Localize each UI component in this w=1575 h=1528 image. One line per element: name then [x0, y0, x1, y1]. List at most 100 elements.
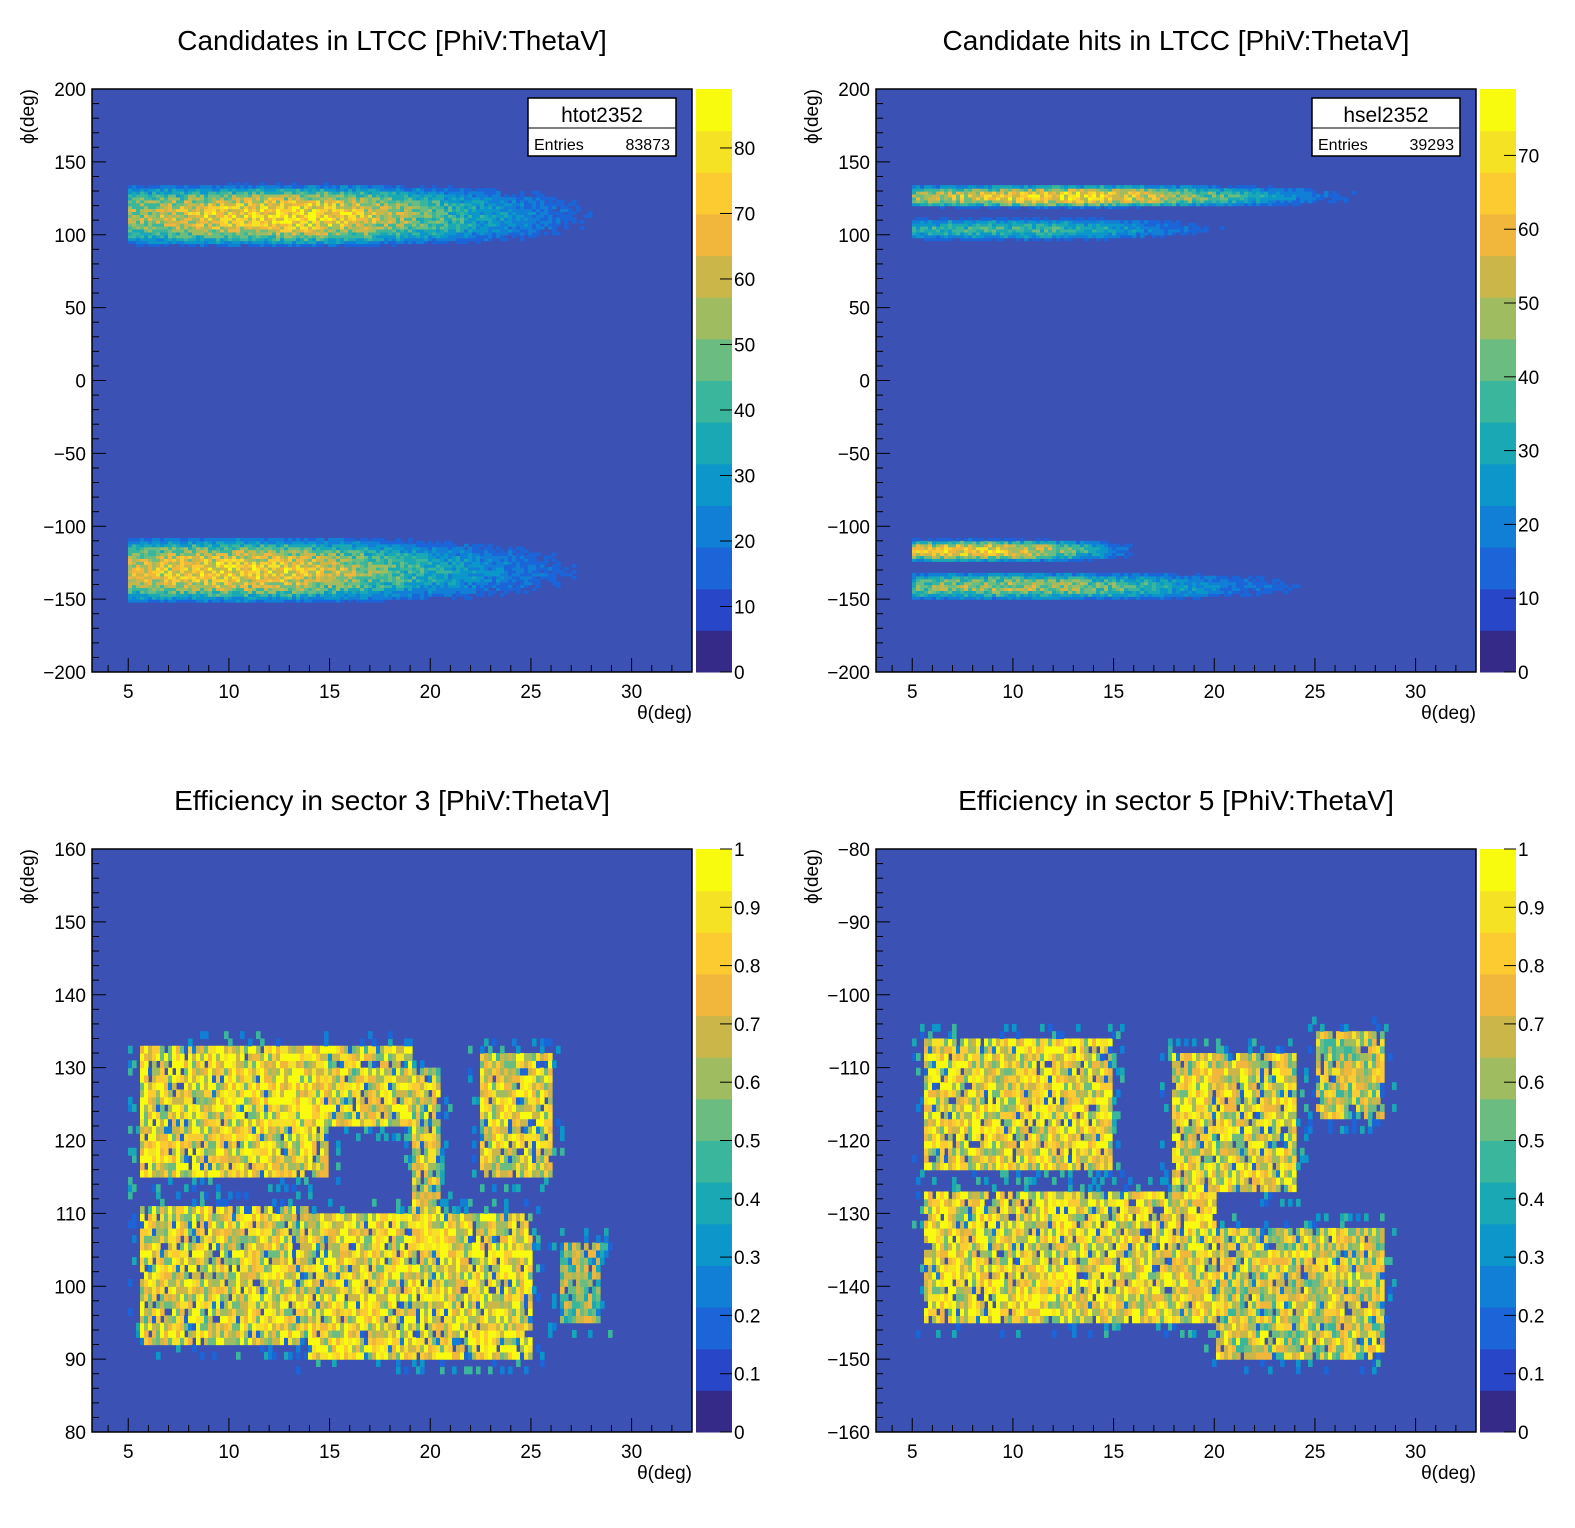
heatmap-cell	[132, 546, 137, 551]
heatmap-cell	[136, 543, 141, 548]
heatmap-cell	[208, 540, 213, 545]
heatmap-cell	[336, 217, 341, 221]
heatmap-cell	[140, 561, 145, 565]
heatmap-cell	[456, 237, 461, 242]
heatmap-cell	[376, 590, 381, 594]
heatmap-cell	[544, 196, 549, 201]
heatmap-cell	[464, 596, 469, 600]
heatmap-cell	[236, 234, 241, 239]
heatmap-cell	[984, 543, 989, 548]
heatmap-cell	[136, 226, 141, 230]
heatmap-cell	[408, 191, 413, 195]
heatmap-cell	[312, 572, 317, 577]
heatmap-cell	[456, 240, 461, 245]
heatmap-cell	[972, 220, 977, 224]
heatmap-cell	[188, 243, 193, 248]
heatmap-cell	[316, 185, 321, 189]
heatmap-cell	[444, 228, 449, 233]
heatmap-cell	[356, 231, 361, 236]
heatmap-cell	[920, 546, 925, 551]
heatmap-cell	[460, 202, 465, 207]
heatmap-cell	[184, 549, 189, 554]
heatmap-cell	[352, 587, 357, 591]
heatmap-cell	[408, 546, 413, 551]
heatmap-cell	[984, 555, 989, 559]
heatmap-cell	[280, 231, 285, 236]
heatmap-cell	[372, 217, 377, 221]
heatmap-cell	[508, 575, 513, 580]
heatmap-cell	[264, 191, 269, 195]
heatmap-cell	[460, 226, 465, 230]
heatmap-cell	[384, 572, 389, 577]
heatmap-cell	[492, 188, 497, 192]
heatmap-cell	[344, 214, 349, 218]
heatmap-cell	[360, 575, 365, 580]
heatmap-cell	[936, 590, 941, 594]
heatmap-cell	[380, 205, 385, 210]
heatmap-cell	[280, 584, 285, 589]
heatmap-cell	[228, 575, 233, 580]
heatmap-cell	[404, 549, 409, 554]
heatmap-cell	[372, 191, 377, 195]
heatmap-cell	[388, 575, 393, 580]
heatmap-cell	[436, 543, 441, 548]
heatmap-cell	[476, 593, 481, 597]
heatmap-cell	[332, 572, 337, 577]
heatmap-cell	[188, 581, 193, 586]
heatmap-cell	[148, 546, 153, 551]
heatmap-cell	[432, 569, 437, 574]
heatmap-cell	[276, 584, 281, 589]
heatmap-cell	[340, 223, 345, 227]
heatmap-cell	[208, 188, 213, 192]
heatmap-cell	[512, 561, 517, 565]
heatmap-cell	[456, 575, 461, 580]
heatmap-cell	[160, 596, 165, 600]
heatmap-cell	[192, 231, 197, 236]
heatmap-cell	[328, 537, 333, 542]
heatmap-cell	[560, 202, 565, 207]
heatmap-cell	[524, 228, 529, 233]
heatmap-cell	[316, 590, 321, 594]
heatmap-cell	[236, 543, 241, 548]
heatmap-cell	[484, 569, 489, 574]
heatmap-cell	[920, 578, 925, 583]
heatmap-cell	[152, 555, 157, 559]
heatmap-cell	[476, 572, 481, 577]
heatmap-cell	[440, 220, 445, 224]
heatmap-cell	[484, 584, 489, 589]
heatmap-cell	[448, 211, 453, 215]
heatmap-cell	[236, 199, 241, 204]
heatmap-cell	[324, 228, 329, 233]
heatmap-cell	[256, 537, 261, 542]
heatmap-cell	[264, 590, 269, 594]
heatmap-cell	[180, 540, 185, 545]
heatmap-cell	[352, 234, 357, 239]
heatmap-cell	[352, 561, 357, 565]
heatmap-cell	[144, 549, 149, 554]
heatmap-cell	[332, 220, 337, 224]
heatmap-cell	[208, 226, 213, 230]
heatmap-cell	[356, 193, 361, 198]
heatmap-cell	[312, 243, 317, 248]
heatmap-cell	[204, 185, 209, 189]
heatmap-cell	[912, 578, 917, 583]
heatmap-cell	[484, 208, 489, 213]
heatmap-cell	[204, 243, 209, 248]
heatmap-cell	[980, 223, 985, 227]
heatmap-cell	[516, 223, 521, 227]
heatmap-cell	[504, 567, 509, 571]
heatmap-cell	[552, 572, 557, 577]
heatmap-cell	[340, 599, 345, 603]
heatmap-cell	[980, 234, 985, 239]
heatmap-cell	[352, 572, 357, 577]
heatmap-cell	[404, 205, 409, 210]
heatmap-cell	[424, 188, 429, 192]
heatmap-cell	[948, 552, 953, 557]
heatmap-cell	[280, 572, 285, 577]
heatmap-cell	[336, 549, 341, 554]
heatmap-cell	[304, 243, 309, 248]
heatmap-cell	[480, 226, 485, 230]
heatmap-cell	[932, 587, 937, 591]
heatmap-cell	[516, 561, 521, 565]
heatmap-cell	[440, 226, 445, 230]
